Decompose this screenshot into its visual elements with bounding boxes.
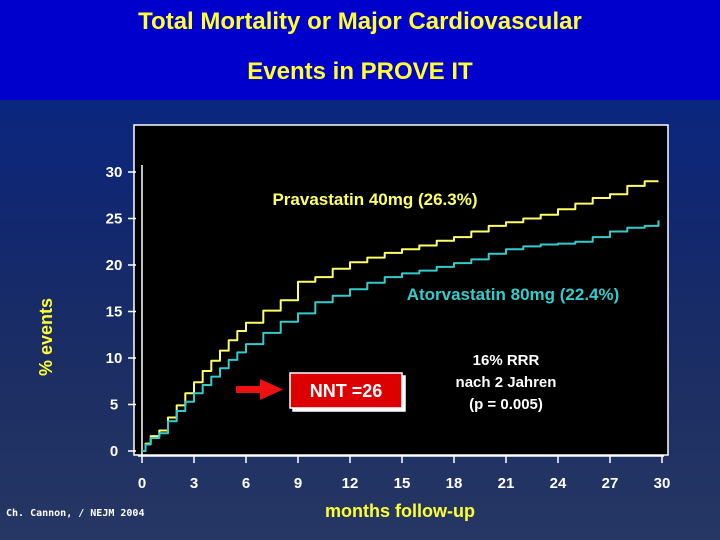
nnt-label: NNT =26: [310, 381, 383, 401]
x-axis-label: months follow-up: [325, 501, 475, 521]
y-tick-label: 25: [106, 211, 123, 228]
nnt-box: [289, 372, 403, 409]
x-tick-label: 0: [138, 475, 146, 492]
x-tick-label: 15: [394, 475, 411, 492]
y-tick-label: 5: [110, 397, 118, 414]
y-tick-label: 15: [106, 304, 123, 321]
axes: [138, 165, 664, 457]
x-tick-label: 24: [550, 475, 567, 492]
x-tick-label: 21: [498, 475, 515, 492]
slide-title-line-2: Events in PROVE IT: [247, 58, 473, 85]
stat-line-period: nach 2 Jahren: [456, 374, 557, 391]
x-tick-label: 30: [654, 475, 671, 492]
x-tick-label: 3: [190, 475, 198, 492]
series-line-atorvastatin: [142, 220, 660, 452]
y-tick-label: 30: [106, 164, 123, 181]
arrow-right-icon: [236, 379, 283, 400]
x-tick-label: 6: [242, 475, 250, 492]
y-axis-label: % events: [36, 298, 56, 376]
x-tick-label: 12: [342, 475, 359, 492]
credit-text: Ch. Cannon, / NEJM 2004: [6, 508, 145, 519]
series-label-atorvastatin: Atorvastatin 80mg (22.4%): [407, 285, 620, 304]
y-tick-label: 10: [106, 350, 123, 367]
y-tick-label: 20: [106, 257, 123, 274]
series-lines: [142, 180, 660, 452]
stat-line-pvalue: (p = 0.005): [469, 396, 543, 413]
series-line-pravastatin: [142, 180, 659, 452]
y-ticks: 0 5 10 15 20 25 30: [106, 164, 136, 460]
slide-title-line-1: Total Mortality or Major Cardiovascular: [138, 8, 582, 35]
series-label-pravastatin: Pravastatin 40mg (26.3%): [272, 190, 477, 209]
stat-line-rrr: 16% RRR: [473, 352, 540, 369]
x-tick-label: 27: [602, 475, 619, 492]
title-bar: Total Mortality or Major Cardiovascular …: [0, 0, 720, 100]
x-tick-label: 18: [446, 475, 463, 492]
y-tick-label: 0: [110, 443, 118, 460]
x-tick-label: 9: [294, 475, 302, 492]
x-ticks: 0 3 6 9 12 15 18 21 24 27 30: [138, 456, 671, 492]
nnt-callout: NNT =26: [236, 372, 403, 409]
